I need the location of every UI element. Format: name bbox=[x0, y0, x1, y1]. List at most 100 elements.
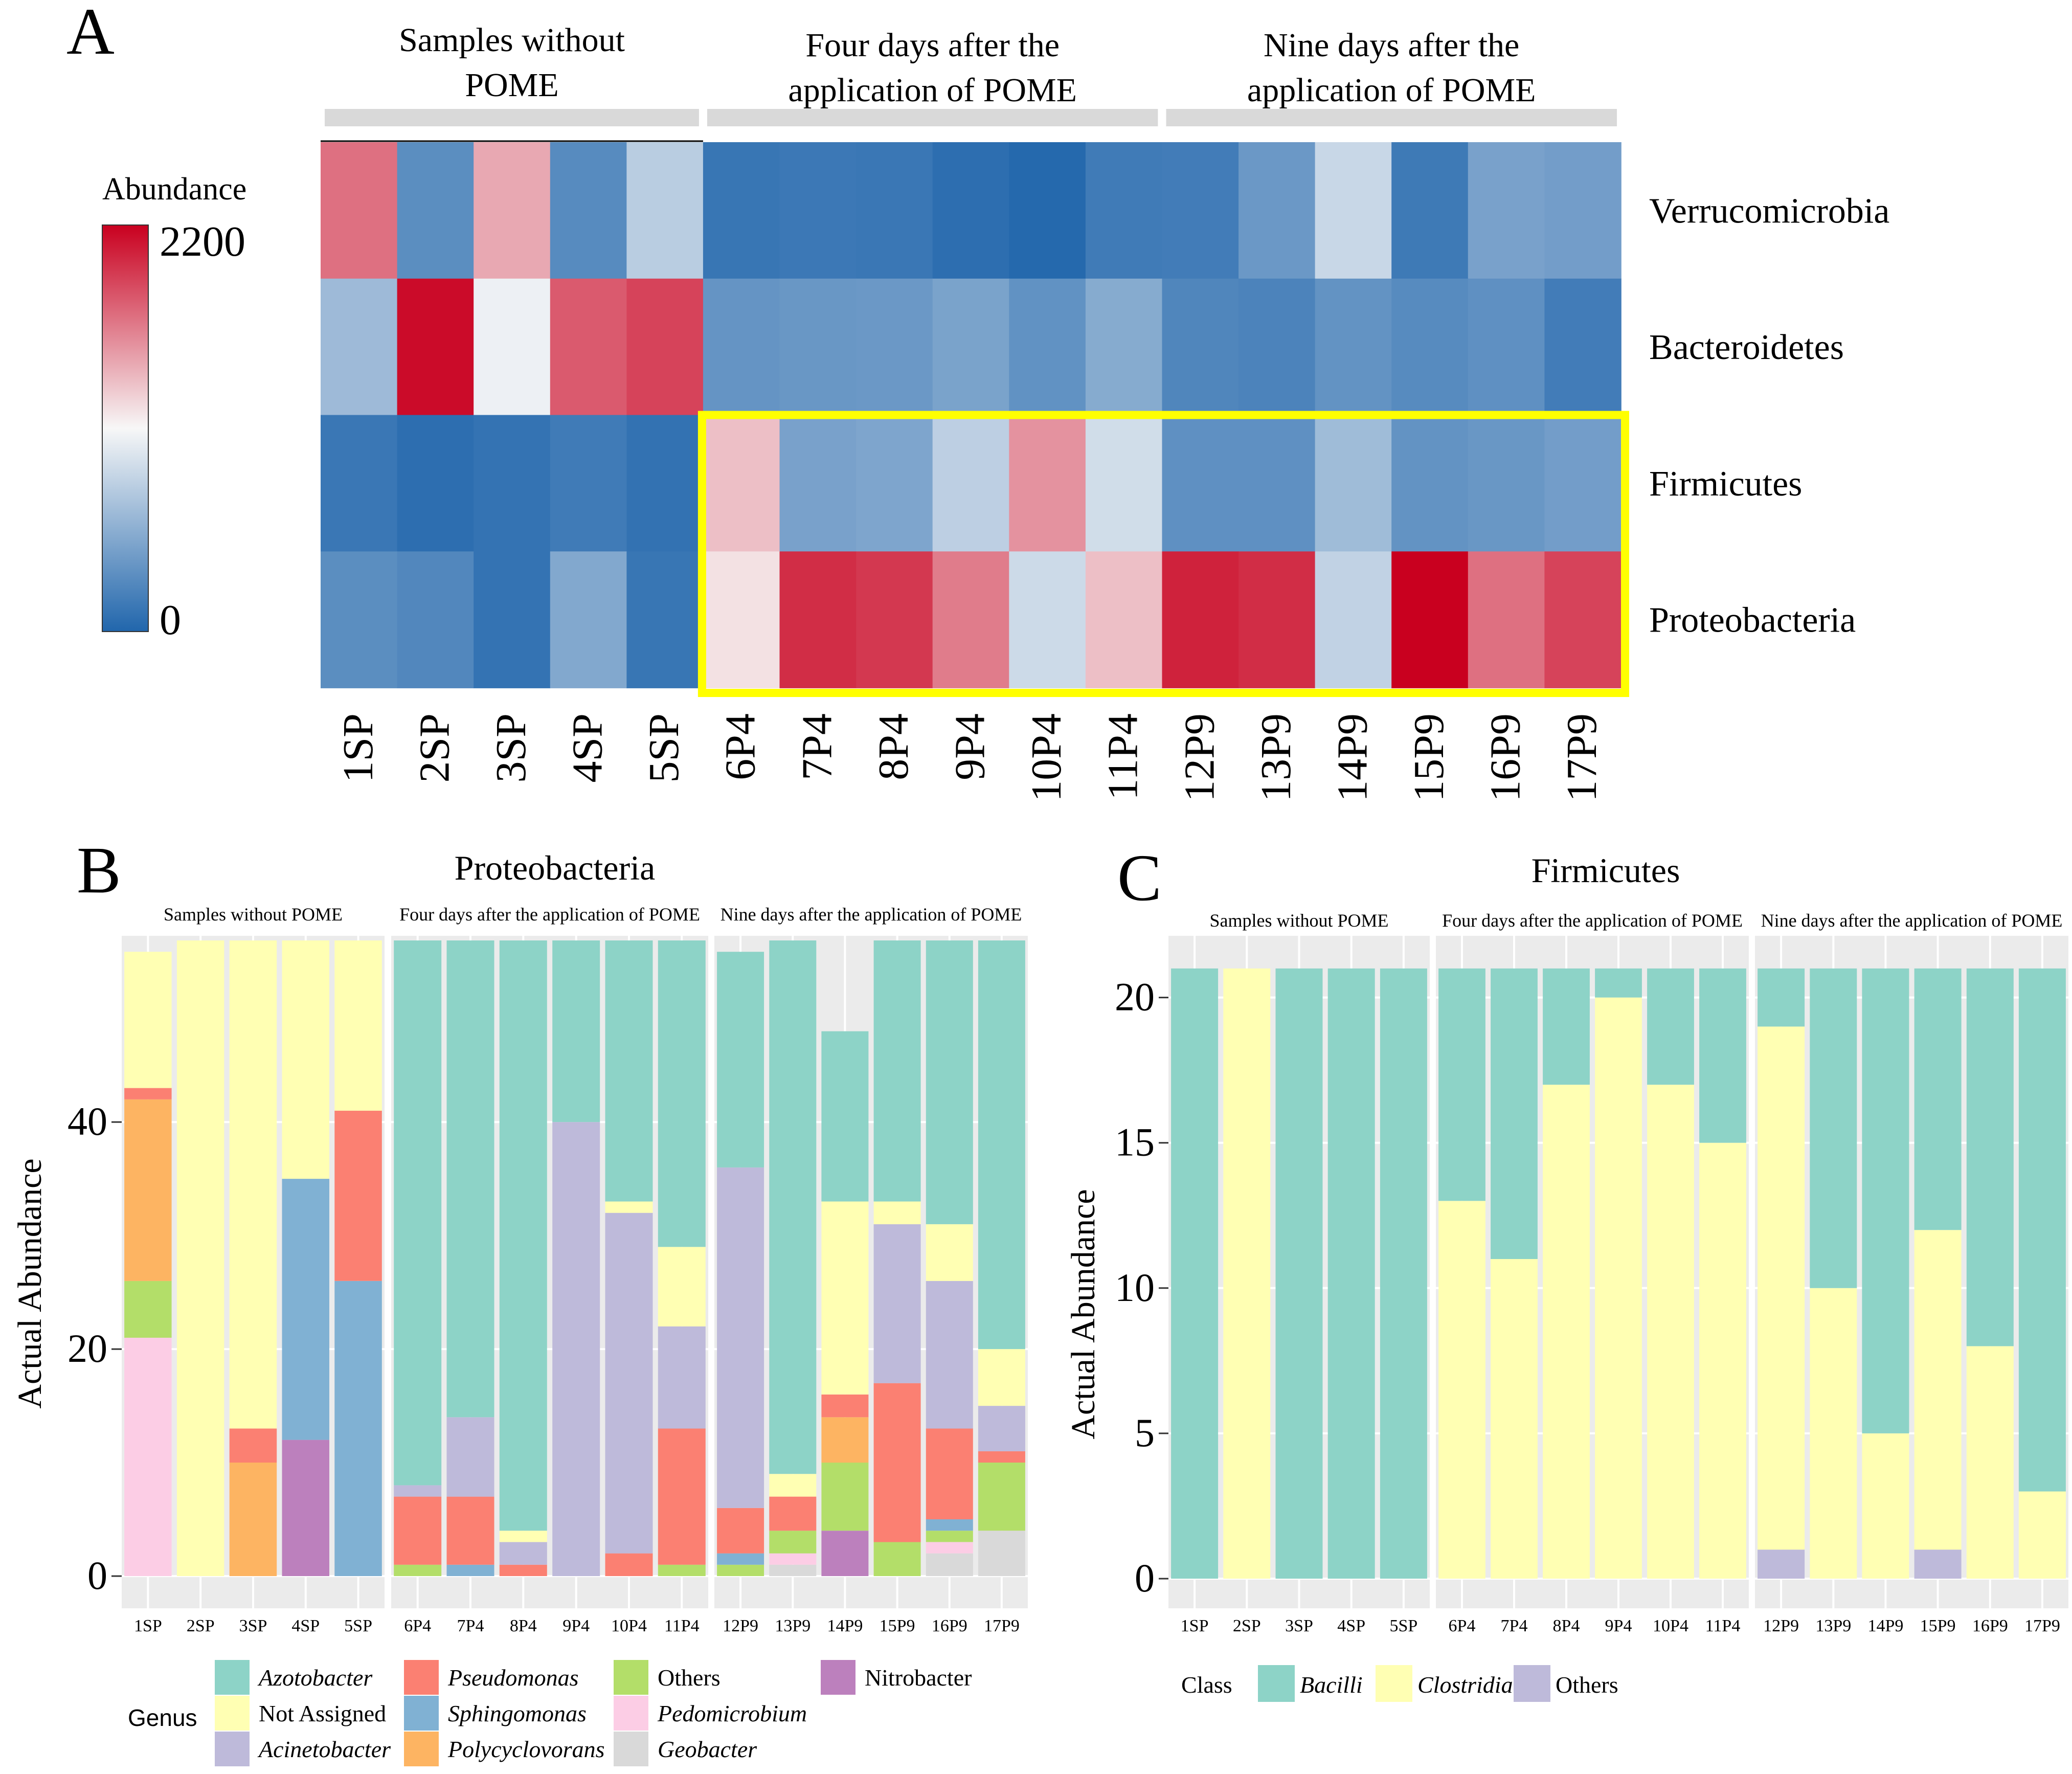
genus-legend-title: Genus bbox=[128, 1704, 197, 1731]
x-tick-label: 9P4 bbox=[562, 1616, 590, 1635]
heatmap-cell bbox=[474, 142, 551, 279]
bar-segment bbox=[2018, 1491, 2066, 1579]
bar-segment bbox=[1491, 968, 1538, 1259]
bar-segment bbox=[978, 1349, 1025, 1406]
bar-segment bbox=[658, 1326, 706, 1429]
heatmap-cell bbox=[1315, 278, 1392, 416]
y-tick-label: 0 bbox=[1135, 1556, 1155, 1600]
y-tick-label: 20 bbox=[1115, 975, 1155, 1019]
bar-segment bbox=[552, 1122, 600, 1576]
bar-segment bbox=[124, 1281, 172, 1338]
bar-segment bbox=[446, 1496, 494, 1565]
group-label: application of POME bbox=[1247, 72, 1536, 109]
heatmap-cell bbox=[397, 142, 474, 279]
bar-segment bbox=[873, 1383, 921, 1542]
bar-segment bbox=[926, 1224, 973, 1281]
bar-segment bbox=[446, 1417, 494, 1497]
panel-label-c: C bbox=[1117, 841, 1162, 915]
legend-swatch bbox=[215, 1660, 250, 1695]
x-tick-label: 4SP bbox=[1337, 1616, 1365, 1635]
highlight-box bbox=[697, 411, 1629, 697]
facet-panel bbox=[1436, 936, 1749, 1608]
bar-segment bbox=[717, 1167, 764, 1508]
bar-segment bbox=[1862, 968, 1909, 1433]
facet-panel bbox=[391, 936, 708, 1608]
legend-label: Bacilli bbox=[1300, 1672, 1363, 1698]
heatmap-cell bbox=[1162, 415, 1239, 552]
bar-segment bbox=[821, 1031, 869, 1202]
facet-panel bbox=[1755, 936, 2068, 1608]
facet-strip-label: Four days after the application of POME bbox=[399, 904, 700, 925]
firmicutes-panel: C Firmicutes Samples without POME 1SP 2SP 3… bbox=[1065, 841, 2068, 1702]
x-tick-label: 16P9 bbox=[932, 1616, 967, 1635]
heatmap-cell bbox=[321, 142, 398, 279]
legend-label: Not Assigned bbox=[259, 1700, 386, 1726]
legend-label: Others bbox=[1556, 1672, 1618, 1698]
legend-swatch bbox=[404, 1732, 439, 1766]
heatmap-cell bbox=[703, 551, 780, 688]
heatmap-cell bbox=[703, 142, 780, 279]
facet-strip-label: Samples without POME bbox=[1209, 910, 1388, 931]
panel-label-b: B bbox=[77, 834, 121, 907]
legend-swatch bbox=[614, 1696, 648, 1731]
group-label: Nine days after the bbox=[1264, 27, 1519, 64]
bar-segment bbox=[176, 940, 224, 1576]
x-tick-label: 8P4 bbox=[1553, 1616, 1580, 1635]
x-tick-label: 6P4 bbox=[404, 1616, 431, 1635]
bar-segment bbox=[1758, 1026, 1805, 1550]
heatmap-cell bbox=[1468, 278, 1545, 416]
x-tick-label: 5SP bbox=[344, 1616, 372, 1635]
row-label: Bacteroidetes bbox=[1649, 328, 1844, 367]
bar-segment bbox=[282, 940, 329, 1179]
legend-max-label: 2200 bbox=[160, 218, 245, 265]
y-tick-label: 20 bbox=[67, 1326, 107, 1371]
genus-legend: Genus Azotobacter Not Assigned Acinetobact… bbox=[128, 1660, 972, 1766]
group-bar bbox=[1166, 109, 1617, 126]
bar-segment bbox=[978, 1463, 1025, 1531]
group-label: POME bbox=[465, 66, 558, 104]
bar-segment bbox=[1966, 968, 2014, 1346]
bar-segment bbox=[1327, 968, 1375, 1579]
x-tick-label: 6P4 bbox=[1449, 1616, 1476, 1635]
bar-segment bbox=[821, 1417, 869, 1463]
heatmap-cell bbox=[626, 142, 704, 279]
legend-swatch bbox=[215, 1732, 250, 1766]
heatmap-cell bbox=[1085, 551, 1163, 688]
bar-segment bbox=[1438, 968, 1485, 1201]
bar-segment bbox=[717, 1564, 764, 1576]
heatmap-cell bbox=[1315, 142, 1392, 279]
bar-segment bbox=[1862, 1433, 1909, 1579]
legend-label: Azotobacter bbox=[257, 1665, 373, 1691]
column-label: 12P9 bbox=[1176, 713, 1223, 802]
heatmap-cell bbox=[1544, 415, 1621, 552]
firmicutes-chart: Samples without POME 1SP 2SP 3SP 4SP 5SP Four … bbox=[1115, 910, 2068, 1635]
bar-segment bbox=[446, 1564, 494, 1576]
heatmap-cell bbox=[856, 551, 933, 688]
heatmap-cell bbox=[550, 278, 627, 416]
column-label: 10P4 bbox=[1023, 713, 1070, 802]
class-legend: Class Bacilli Clostridia Others bbox=[1181, 1665, 1618, 1702]
heatmap-cells bbox=[321, 142, 1621, 688]
heatmap-cell bbox=[321, 551, 398, 688]
x-tick-label: 9P4 bbox=[1605, 1616, 1632, 1635]
bar-segment bbox=[717, 952, 764, 1167]
group-label: Four days after the bbox=[805, 27, 1060, 64]
heatmap-cell bbox=[1009, 278, 1086, 416]
heatmap-cell bbox=[626, 551, 704, 688]
column-label: 1SP bbox=[334, 713, 382, 782]
bar-segment bbox=[769, 1496, 817, 1531]
heatmap-cell bbox=[703, 278, 780, 416]
x-tick-label: 3SP bbox=[1285, 1616, 1313, 1635]
bar-segment bbox=[926, 1531, 973, 1542]
heatmap-cell bbox=[550, 551, 627, 688]
bar-segment bbox=[1810, 1288, 1857, 1579]
legend-label: Pseudomonas bbox=[447, 1665, 579, 1691]
legend-label: Sphingomonas bbox=[448, 1700, 587, 1726]
bar-segment bbox=[499, 1531, 547, 1542]
heatmap-cell bbox=[703, 415, 780, 552]
abundance-legend: Abundance 2200 0 bbox=[102, 172, 246, 644]
bar-segment bbox=[552, 940, 600, 1122]
bar-segment bbox=[821, 1463, 869, 1531]
heatmap-cell bbox=[397, 278, 474, 416]
bar-segment bbox=[605, 1212, 653, 1554]
